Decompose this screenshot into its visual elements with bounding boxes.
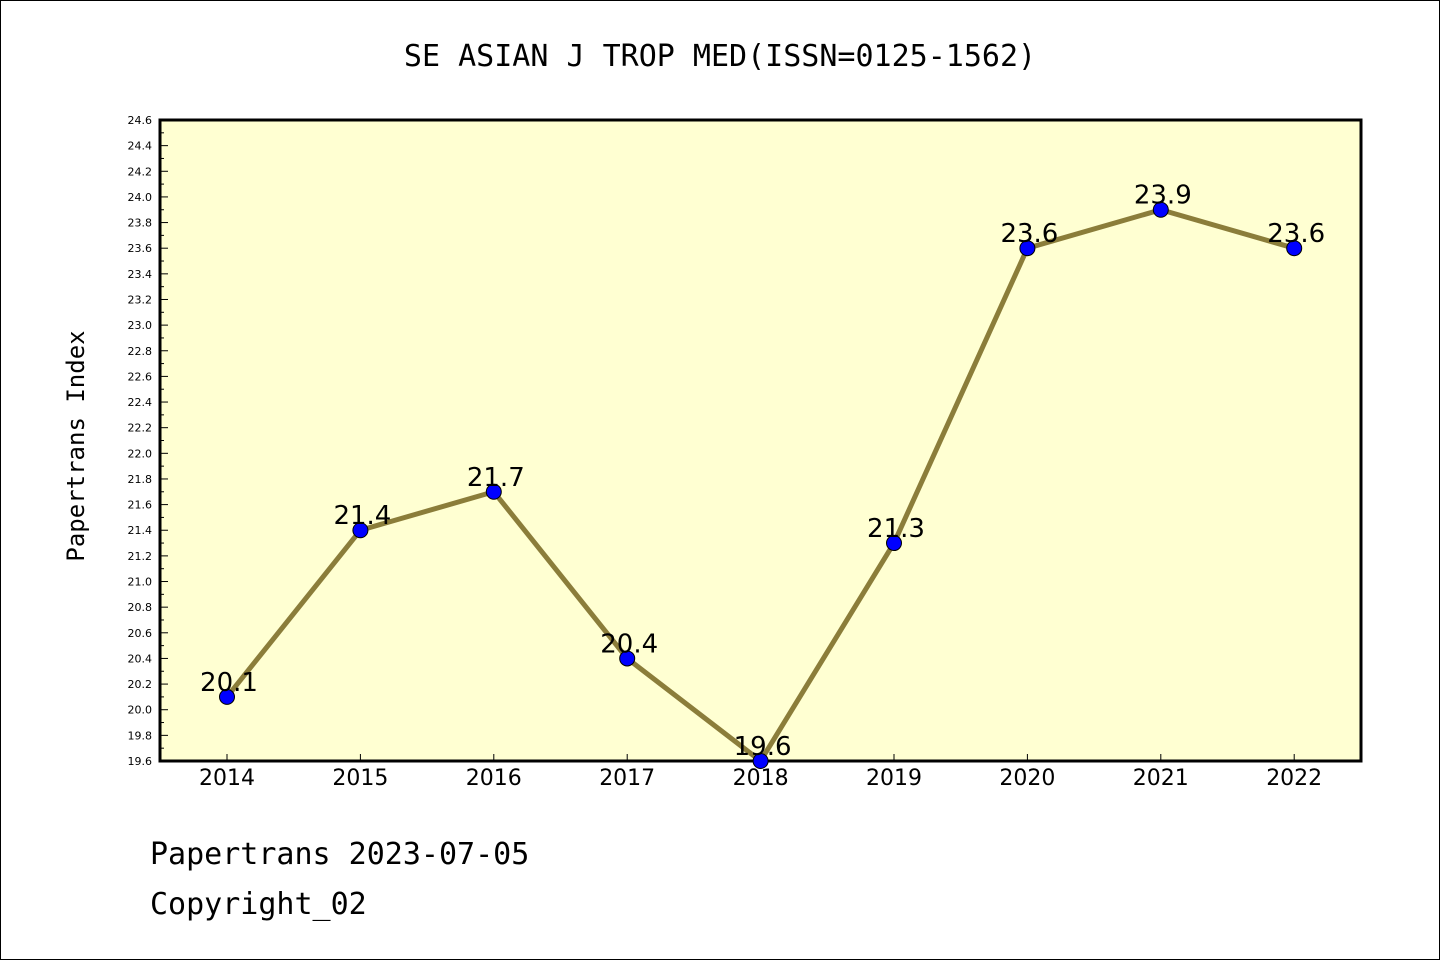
y-tick-label: 22.4	[128, 396, 153, 409]
data-labels: 20.1 21.4 21.7 20.4 19.6 21.3 23.6 23.9 23.6	[200, 181, 1325, 762]
y-tick-label: 23.6	[128, 242, 153, 255]
x-tick-label: 2018	[733, 766, 789, 791]
data-point	[619, 650, 636, 667]
data-label: 21.3	[867, 514, 925, 544]
data-label: 23.6	[1267, 219, 1325, 249]
data-label: 23.9	[1134, 181, 1192, 211]
data-label: 21.4	[333, 501, 391, 531]
y-tick-label: 21.4	[128, 524, 153, 537]
x-tick-label: 2019	[866, 766, 922, 791]
y-tick-label: 23.4	[128, 268, 153, 281]
y-tick-label: 22.2	[128, 422, 153, 435]
y-tick-label: 21.6	[128, 499, 153, 512]
y-tick-label: 24.6	[128, 114, 153, 127]
y-tick-label: 23.8	[128, 217, 153, 230]
x-tick-label: 2015	[332, 766, 388, 791]
y-tick-label: 22.8	[128, 345, 153, 358]
series-markers	[219, 201, 1303, 769]
data-label: 21.7	[467, 463, 525, 493]
x-tick-label: 2016	[466, 766, 522, 791]
y-tick-label: 21.0	[128, 576, 153, 589]
x-tick-label: 2014	[199, 766, 255, 791]
x-tick-label: 2017	[599, 766, 655, 791]
data-point	[1152, 201, 1169, 218]
y-tick-label: 20.2	[128, 678, 153, 691]
y-tick-label: 19.6	[128, 755, 153, 768]
y-tick-label: 20.4	[128, 652, 153, 665]
y-tick-label: 20.6	[128, 627, 153, 640]
y-tick-label: 21.8	[128, 473, 153, 486]
data-point	[219, 688, 235, 705]
y-tick-label: 23.0	[128, 319, 153, 332]
data-point	[352, 522, 369, 539]
y-tick-label: 24.0	[128, 191, 153, 204]
y-tick-label: 19.8	[128, 729, 153, 742]
footer-copyright: Copyright_02	[150, 887, 367, 922]
x-tick-label: 2020	[999, 766, 1055, 791]
y-tick-label: 24.2	[128, 165, 153, 178]
data-label: 20.4	[600, 629, 658, 659]
data-point	[1286, 240, 1303, 257]
chart-title: SE ASIAN J TROP MED(ISSN=0125-1562)	[404, 39, 1036, 74]
data-label: 23.6	[1000, 219, 1058, 249]
data-label: 20.1	[200, 668, 258, 698]
y-axis-ticks: 19.6 19.8 20.0 20.2 20.4 20.6 20.8 21.0 21.2 21.4…	[128, 114, 168, 768]
y-tick-label: 23.2	[128, 293, 153, 306]
y-tick-label: 22.0	[128, 447, 153, 460]
y-tick-label: 22.6	[128, 370, 153, 383]
footer-date: Papertrans 2023-07-05	[150, 837, 529, 872]
plot-area	[158, 118, 1363, 763]
x-tick-label: 2022	[1266, 766, 1322, 791]
y-tick-label: 24.4	[128, 140, 153, 153]
data-point	[1019, 240, 1036, 257]
y-tick-label: 20.0	[128, 704, 153, 717]
data-point	[886, 535, 902, 552]
data-point	[752, 753, 769, 769]
y-tick-label: 21.2	[128, 550, 153, 563]
x-tick-label: 2021	[1133, 766, 1189, 791]
data-point	[485, 483, 502, 500]
y-tick-label: 20.8	[128, 601, 153, 614]
y-axis-label: Papertrans Index	[62, 330, 90, 561]
data-label: 19.6	[734, 732, 792, 762]
x-axis-ticks: 2014 2015 2016 2017 2018 2019 2020 2021 2022	[199, 754, 1322, 791]
